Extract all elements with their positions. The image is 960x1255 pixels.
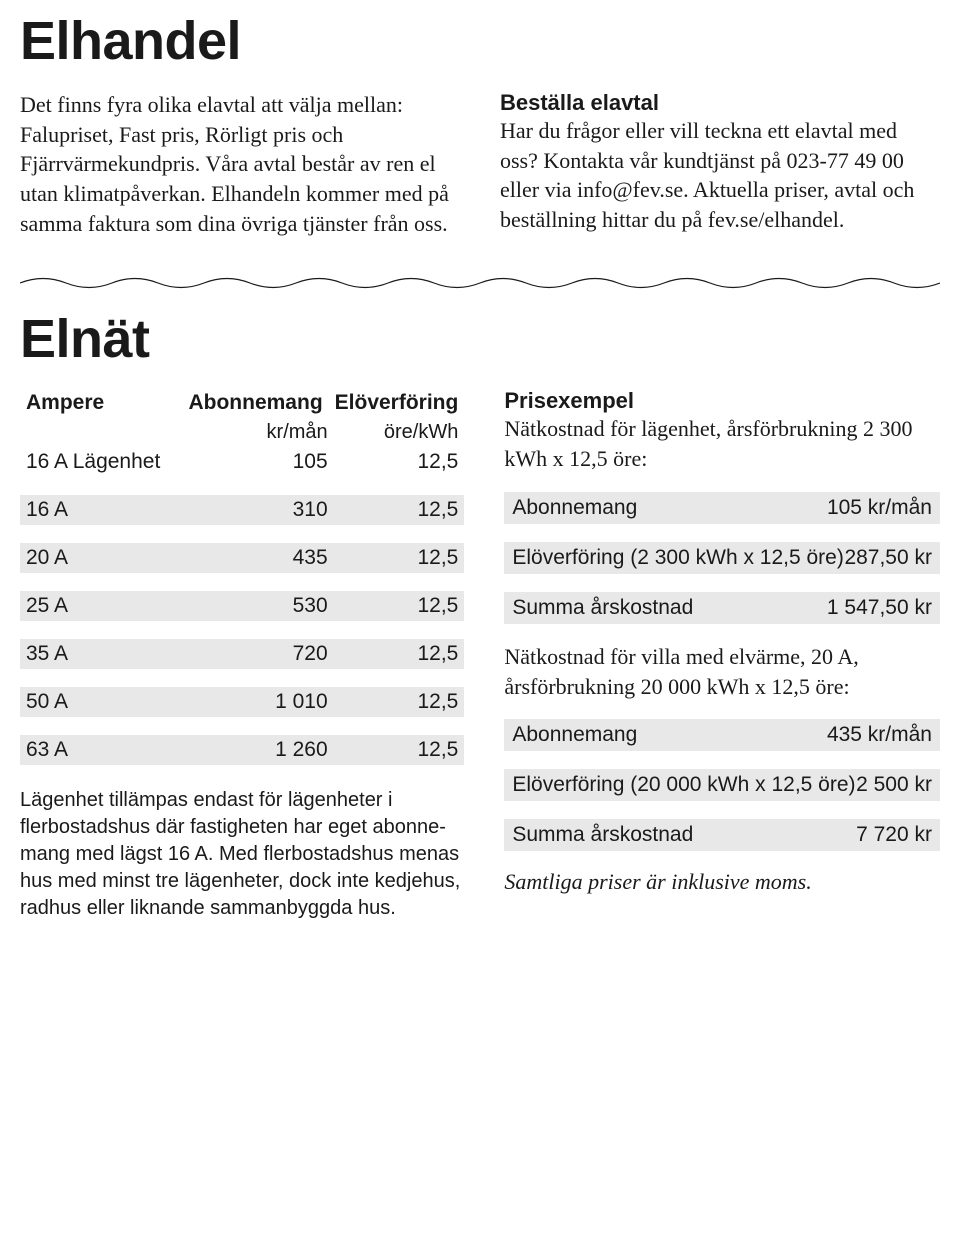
table-row: 25 A 530 12,5 bbox=[20, 591, 464, 621]
table-cell: 12,5 bbox=[334, 447, 465, 477]
example-row: Summa årskostnad 1 547,50 kr bbox=[504, 592, 940, 624]
table-cell: 12,5 bbox=[334, 495, 465, 525]
example-label: Summa årskostnad bbox=[512, 823, 693, 847]
table-cell: 16 A bbox=[20, 495, 203, 525]
wavy-divider bbox=[20, 276, 940, 290]
table-header: Ampere bbox=[20, 388, 182, 418]
elnat-columns: Ampere Abonnemang Elöverföring kr/mån ör… bbox=[20, 388, 940, 942]
example-row: Elöverföring (2 300 kWh x 12,5 öre) 287,… bbox=[504, 542, 940, 574]
elhandel-order-body: Har du frågor eller vill teckna ett elav… bbox=[500, 116, 940, 235]
example-label: Elöverföring (20 000 kWh x 12,5 öre) bbox=[512, 773, 855, 797]
table-cell: 720 bbox=[203, 639, 334, 669]
example-value: 2 500 kr bbox=[856, 773, 932, 797]
table-cell: 50 A bbox=[20, 687, 203, 717]
table-row: 16 A Lägenhet 105 12,5 bbox=[20, 447, 464, 477]
table-row: 50 A 1 010 12,5 bbox=[20, 687, 464, 717]
table-header: Abonnemang bbox=[182, 388, 328, 418]
elnat-example-column: Prisexempel Nätkostnad för lägenhet, års… bbox=[504, 388, 940, 917]
example-value: 7 720 kr bbox=[856, 823, 932, 847]
table-unit bbox=[20, 432, 203, 438]
example-label: Summa årskostnad bbox=[512, 596, 693, 620]
elnat-footnote: Lägenhet tillämpas endast för lägenheter… bbox=[20, 787, 464, 922]
elnat-table-column: Ampere Abonnemang Elöverföring kr/mån ör… bbox=[20, 388, 464, 942]
table-cell: 530 bbox=[203, 591, 334, 621]
table-cell: 20 A bbox=[20, 543, 203, 573]
table-cell: 12,5 bbox=[334, 591, 465, 621]
table-unit: kr/mån bbox=[203, 418, 334, 447]
elhandel-columns: Det finns fyra olika elavtal att välja m… bbox=[20, 90, 940, 252]
table-cell: 63 A bbox=[20, 735, 203, 765]
table-cell: 310 bbox=[203, 495, 334, 525]
table-row: 63 A 1 260 12,5 bbox=[20, 735, 464, 765]
example-value: 1 547,50 kr bbox=[827, 596, 932, 620]
example-row: Summa årskostnad 7 720 kr bbox=[504, 819, 940, 851]
table-cell: 1 260 bbox=[203, 735, 334, 765]
table-cell: 12,5 bbox=[334, 543, 465, 573]
table-header: Elöverföring bbox=[329, 388, 465, 418]
table-header-row: Ampere Abonnemang Elöverföring bbox=[20, 388, 464, 418]
example-row: Abonnemang 105 kr/mån bbox=[504, 492, 940, 524]
example-value: 105 kr/mån bbox=[827, 496, 932, 520]
table-units-row: kr/mån öre/kWh bbox=[20, 418, 464, 447]
table-cell: 1 010 bbox=[203, 687, 334, 717]
table-row: 35 A 720 12,5 bbox=[20, 639, 464, 669]
example-heading: Prisexempel bbox=[504, 388, 940, 414]
example-value: 287,50 kr bbox=[844, 546, 932, 570]
elhandel-intro-text: Det finns fyra olika elavtal att välja m… bbox=[20, 90, 460, 238]
table-cell: 12,5 bbox=[334, 735, 465, 765]
example-row: Elöverföring (20 000 kWh x 12,5 öre) 2 5… bbox=[504, 769, 940, 801]
example-intro-1: Nätkostnad för lägenhet, årsförbrukning … bbox=[504, 414, 940, 473]
elhandel-order-heading: Beställa elavtal bbox=[500, 90, 940, 116]
table-cell: 25 A bbox=[20, 591, 203, 621]
example-value: 435 kr/mån bbox=[827, 723, 932, 747]
table-cell: 16 A Lägenhet bbox=[20, 447, 203, 477]
example-intro-2: Nätkostnad för villa med elvärme, 20 A, … bbox=[504, 642, 940, 701]
table-cell: 105 bbox=[203, 447, 334, 477]
table-cell: 12,5 bbox=[334, 639, 465, 669]
example-label: Elöverföring (2 300 kWh x 12,5 öre) bbox=[512, 546, 844, 570]
table-cell: 435 bbox=[203, 543, 334, 573]
heading-elnat: Elnät bbox=[20, 308, 940, 370]
table-unit: öre/kWh bbox=[334, 418, 465, 447]
heading-elhandel: Elhandel bbox=[20, 10, 940, 72]
table-row: 16 A 310 12,5 bbox=[20, 495, 464, 525]
example-label: Abonnemang bbox=[512, 496, 637, 520]
table-cell: 35 A bbox=[20, 639, 203, 669]
table-cell: 12,5 bbox=[334, 687, 465, 717]
example-closing-note: Samtliga priser är inklusive moms. bbox=[504, 869, 940, 895]
example-label: Abonnemang bbox=[512, 723, 637, 747]
table-row: 20 A 435 12,5 bbox=[20, 543, 464, 573]
example-row: Abonnemang 435 kr/mån bbox=[504, 719, 940, 751]
